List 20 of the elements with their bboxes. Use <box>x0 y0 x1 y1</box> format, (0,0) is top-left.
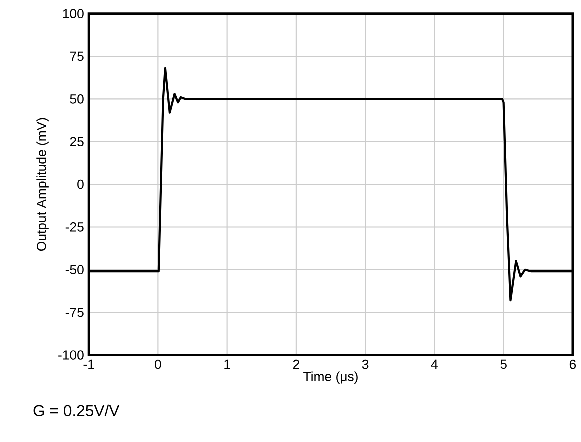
y-tick-label: 0 <box>78 180 84 190</box>
x-tick-label: 0 <box>155 360 162 370</box>
x-tick-label: 1 <box>224 360 230 369</box>
y-tick-label: 75 <box>70 52 84 61</box>
x-tick-label: 6 <box>570 360 576 370</box>
x-axis-title: Time (μs) <box>304 372 358 384</box>
x-tick-label: 3 <box>362 360 369 370</box>
y-tick-label: 50 <box>70 94 84 104</box>
y-tick-label: 100 <box>63 9 84 18</box>
y-tick-label: -25 <box>66 222 84 232</box>
y-tick-label: -50 <box>66 265 84 274</box>
y-tick-label: 25 <box>70 137 84 146</box>
y-tick-label: -75 <box>66 308 84 318</box>
x-tick-label: 2 <box>293 360 300 369</box>
x-tick-label: 4 <box>431 360 438 369</box>
x-tick-label: 5 <box>500 360 507 369</box>
y-axis-title: Output Amplitude (mV) <box>36 118 49 251</box>
y-tick-label: -100 <box>58 350 84 360</box>
text: G = 0.25V/V <box>34 404 120 416</box>
x-tick-label: -1 <box>84 360 94 369</box>
